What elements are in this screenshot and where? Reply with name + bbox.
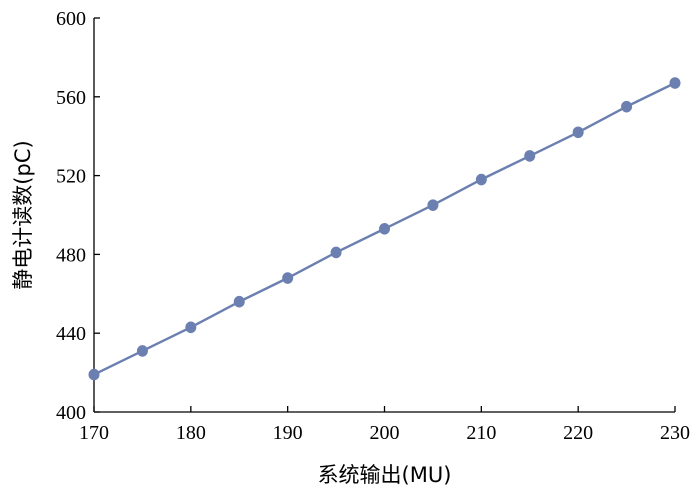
x-tick-label: 180: [176, 422, 206, 444]
y-tick-label: 400: [56, 402, 86, 424]
data-point: [524, 150, 536, 162]
data-point: [88, 368, 100, 381]
y-tick-label: 440: [56, 323, 86, 345]
x-tick-label: 220: [563, 422, 593, 444]
x-tick-label: 210: [466, 422, 496, 444]
data-point: [233, 295, 245, 308]
data-point: [185, 321, 197, 334]
series-layer: [88, 77, 681, 381]
x-tick-label: 170: [79, 422, 109, 444]
data-point: [572, 126, 584, 139]
x-tick-label: 200: [370, 422, 400, 444]
y-tick-label: 600: [56, 8, 86, 30]
data-point: [330, 246, 342, 259]
y-tick-label: 480: [56, 244, 86, 266]
x-axis-title: 系统输出(MU): [318, 463, 452, 487]
data-point: [621, 100, 633, 113]
data-point: [475, 173, 487, 186]
y-tick-label: 520: [56, 166, 86, 188]
y-ticks: 400 440 480 520 560 600: [56, 8, 100, 424]
data-point: [379, 222, 390, 235]
data-point: [669, 77, 681, 89]
data-point: [136, 345, 148, 357]
x-ticks: 170 180 190 200 210 220 230: [79, 406, 690, 444]
data-point: [427, 199, 439, 211]
y-tick-label: 560: [56, 87, 86, 109]
x-tick-label: 230: [660, 422, 690, 444]
axes: [93, 18, 675, 413]
data-point: [282, 272, 294, 284]
y-axis-title: 静电计读数(pC): [11, 140, 35, 289]
x-tick-label: 190: [273, 422, 303, 444]
